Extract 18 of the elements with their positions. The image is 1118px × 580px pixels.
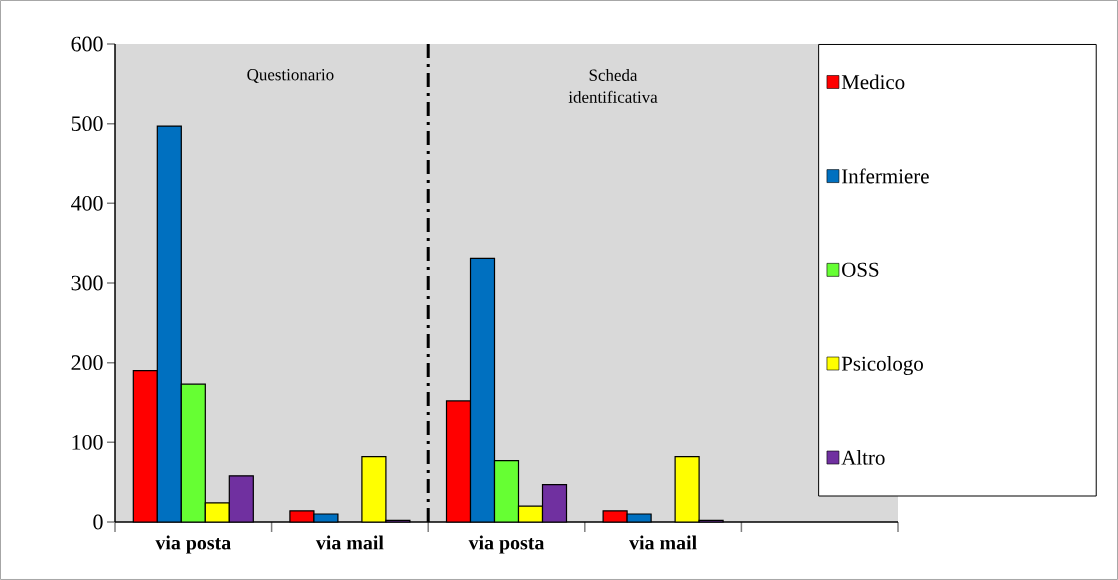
x-tick-label: via posta: [468, 535, 545, 554]
annotation: Questionario: [247, 69, 334, 83]
y-tick-label: 100: [72, 434, 103, 450]
legend-label: Medico: [841, 74, 905, 90]
legend-label: Infermiere: [841, 168, 929, 184]
legend-label: Psicologo: [841, 356, 923, 376]
y-tick-label: 200: [71, 355, 103, 371]
y-tick-label: 500: [71, 116, 103, 132]
y-tick-label: 300: [71, 275, 103, 291]
legend-label: OSS: [842, 262, 879, 277]
y-tick-label: 400: [71, 195, 103, 211]
x-tick-label: via mail: [315, 535, 384, 550]
y-tick-label: 600: [71, 36, 103, 52]
legend-label: Altro: [841, 450, 885, 465]
y-tick-label: 0: [93, 514, 103, 530]
x-tick-label: via posta: [155, 535, 231, 554]
x-tick-label: via mail: [629, 535, 697, 550]
annotation: Scheda identificativa: [568, 69, 658, 103]
